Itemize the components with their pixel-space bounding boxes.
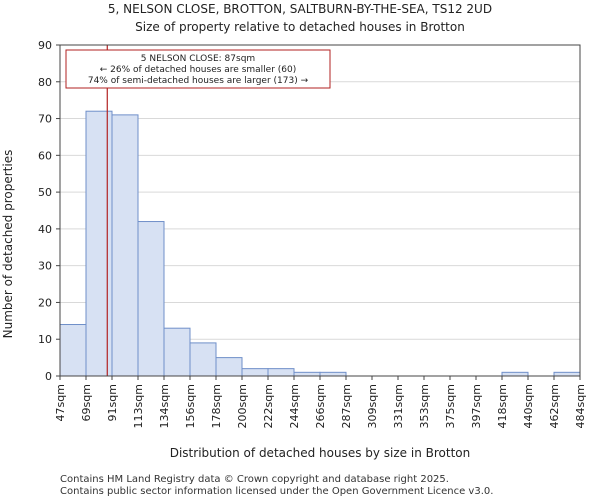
y-tick-label: 80 [38, 76, 52, 89]
bar-134sqm [163, 327, 191, 377]
x-tick-label: 309sqm [366, 384, 379, 428]
y-tick-label: 10 [38, 333, 52, 346]
x-tick-label: 91sqm [106, 384, 119, 421]
bar-178sqm [215, 357, 243, 377]
y-tick-label: 0 [45, 370, 52, 383]
x-tick-label: 69sqm [80, 384, 93, 421]
x-tick-label: 397sqm [470, 384, 483, 428]
x-axis-ticks: 47sqm 69sqm 91sqm 113sqm 134sqm 156sqm 178sqm 2… [54, 376, 587, 428]
x-tick-label: 353sqm [418, 384, 431, 428]
annotation-line2: ← 26% of detached houses are smaller (60… [100, 65, 297, 75]
bar-462sqm [553, 371, 581, 377]
x-tick-label: 287sqm [340, 384, 353, 428]
x-tick-label: 440sqm [522, 384, 535, 428]
chart-title-line2: Size of property relative to detached ho… [135, 20, 465, 34]
bar-91sqm [111, 114, 139, 377]
x-tick-label: 200sqm [236, 384, 249, 428]
bar-244sqm [293, 371, 321, 377]
bar-47sqm [59, 324, 87, 377]
y-tick-label: 20 [38, 296, 52, 309]
x-tick-label: 134sqm [158, 384, 171, 428]
x-axis-label: Distribution of detached houses by size … [170, 446, 471, 460]
x-tick-label: 178sqm [210, 384, 223, 428]
x-tick-label: 113sqm [132, 384, 145, 428]
annotation-box: 5 NELSON CLOSE: 87sqm ← 26% of detached … [65, 49, 331, 89]
x-tick-label: 418sqm [496, 384, 509, 428]
bar-69sqm [85, 110, 113, 377]
x-tick-label: 156sqm [184, 384, 197, 428]
y-tick-label: 70 [38, 113, 52, 126]
footer-line2: Contains public sector information licen… [60, 486, 493, 497]
bar-156sqm [189, 342, 217, 377]
y-axis-label: Number of detached properties [1, 150, 15, 339]
x-tick-label: 47sqm [54, 384, 67, 421]
y-tick-label: 40 [38, 223, 52, 236]
bar-200sqm [241, 368, 269, 377]
y-axis-ticks: 0 10 20 30 40 50 60 70 80 90 [38, 39, 60, 383]
x-tick-label: 222sqm [262, 384, 275, 428]
x-tick-label: 244sqm [288, 384, 301, 428]
bar-222sqm [267, 368, 295, 377]
x-tick-label: 375sqm [444, 384, 457, 428]
y-tick-label: 60 [38, 149, 52, 162]
footer-line1: Contains HM Land Registry data © Crown c… [60, 474, 449, 485]
annotation-line3: 74% of semi-detached houses are larger (… [88, 76, 309, 86]
bar-266sqm [319, 371, 347, 377]
x-tick-label: 462sqm [548, 384, 561, 428]
annotation-frame [65, 49, 331, 89]
annotation-line1: 5 NELSON CLOSE: 87sqm [141, 54, 255, 64]
bar-418sqm [501, 371, 529, 377]
bar-113sqm [137, 221, 165, 377]
bars [59, 110, 581, 377]
y-tick-label: 90 [38, 39, 52, 52]
y-tick-label: 50 [38, 186, 52, 199]
x-tick-label: 331sqm [392, 384, 405, 428]
x-tick-label: 484sqm [574, 384, 587, 428]
chart-title-line1: 5, NELSON CLOSE, BROTTON, SALTBURN-BY-TH… [108, 2, 492, 16]
y-tick-label: 30 [38, 260, 52, 273]
x-tick-label: 266sqm [314, 384, 327, 428]
